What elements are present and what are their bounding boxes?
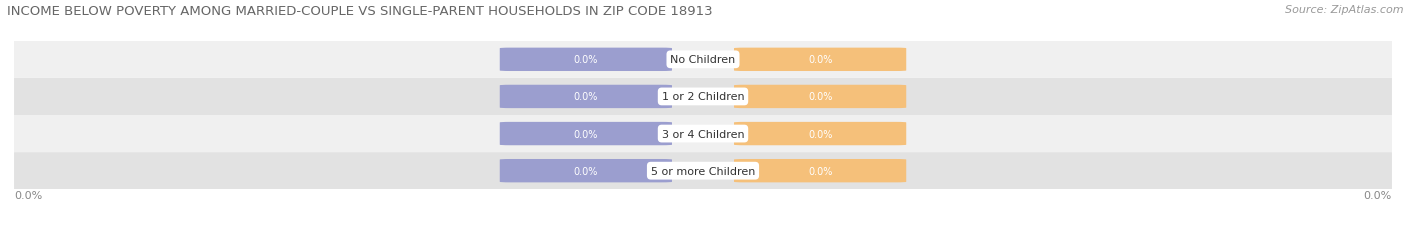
FancyBboxPatch shape: [14, 79, 1392, 116]
Text: 0.0%: 0.0%: [14, 190, 42, 200]
FancyBboxPatch shape: [734, 85, 907, 109]
Text: 0.0%: 0.0%: [808, 92, 832, 102]
Text: 0.0%: 0.0%: [574, 129, 598, 139]
FancyBboxPatch shape: [14, 152, 1392, 189]
FancyBboxPatch shape: [14, 116, 1392, 152]
FancyBboxPatch shape: [734, 159, 907, 182]
FancyBboxPatch shape: [499, 49, 672, 72]
FancyBboxPatch shape: [14, 42, 1392, 79]
Text: 0.0%: 0.0%: [574, 166, 598, 176]
Text: 0.0%: 0.0%: [574, 92, 598, 102]
FancyBboxPatch shape: [499, 122, 672, 146]
Text: 0.0%: 0.0%: [808, 129, 832, 139]
FancyBboxPatch shape: [499, 159, 672, 182]
Text: 0.0%: 0.0%: [574, 55, 598, 65]
Text: Source: ZipAtlas.com: Source: ZipAtlas.com: [1285, 5, 1403, 15]
Text: 0.0%: 0.0%: [808, 55, 832, 65]
Text: INCOME BELOW POVERTY AMONG MARRIED-COUPLE VS SINGLE-PARENT HOUSEHOLDS IN ZIP COD: INCOME BELOW POVERTY AMONG MARRIED-COUPL…: [7, 5, 713, 18]
Text: 0.0%: 0.0%: [1364, 190, 1392, 200]
FancyBboxPatch shape: [734, 122, 907, 146]
Text: 1 or 2 Children: 1 or 2 Children: [662, 92, 744, 102]
Text: 5 or more Children: 5 or more Children: [651, 166, 755, 176]
Text: No Children: No Children: [671, 55, 735, 65]
Text: 3 or 4 Children: 3 or 4 Children: [662, 129, 744, 139]
FancyBboxPatch shape: [499, 85, 672, 109]
FancyBboxPatch shape: [734, 49, 907, 72]
Text: 0.0%: 0.0%: [808, 166, 832, 176]
